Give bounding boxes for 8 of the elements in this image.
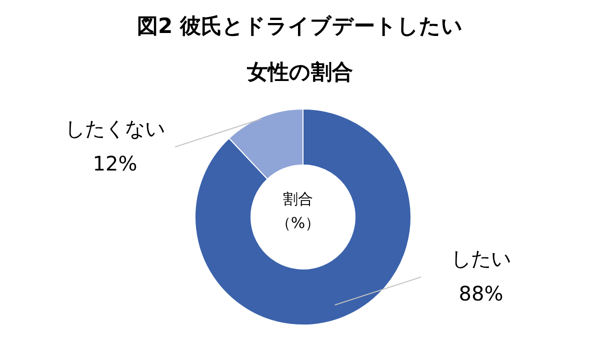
chart-title: 図2 彼氏とドライブデートしたい女性の割合 [137,13,463,86]
data-label: 88% [458,282,504,306]
slice-label: したい [451,246,511,271]
text: （%） [276,214,320,232]
data-label: 12% [92,151,138,176]
slice-label: したくない [65,116,165,140]
text: 割合 [283,190,313,208]
donut-slice [194,108,412,326]
